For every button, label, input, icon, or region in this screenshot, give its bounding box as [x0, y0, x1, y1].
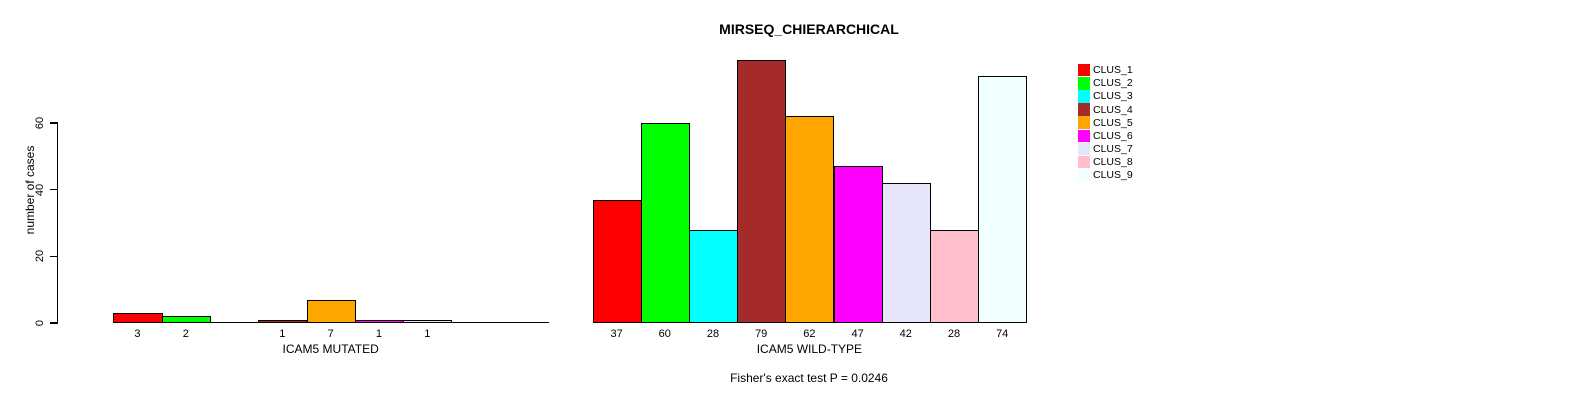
bar-value-label: 37: [610, 328, 623, 340]
legend-swatch-clus_7: [1077, 142, 1090, 156]
bar-value-label: 74: [996, 328, 1009, 340]
bar-clus_7: [881, 183, 931, 323]
legend-swatch-clus_4: [1077, 103, 1090, 116]
bar-value-label: 2: [182, 328, 189, 340]
bar-clus_8-zero: [451, 322, 501, 323]
bar-clus_2: [161, 316, 211, 323]
legend-swatch-clus_6: [1077, 129, 1090, 143]
legend-label-clus_4: CLUS_4: [1093, 103, 1133, 116]
bar-value-label: 1: [375, 328, 382, 340]
bar-clus_9-zero: [499, 322, 549, 323]
legend-label-clus_3: CLUS_3: [1093, 90, 1133, 103]
bar-value-label: 28: [947, 328, 961, 340]
legend-swatch-clus_9: [1077, 168, 1090, 182]
legend-label-clus_5: CLUS_5: [1093, 116, 1133, 129]
y-axis-line: [57, 123, 59, 323]
x-axis-label-group-1: ICAM5 MUTATED: [282, 342, 379, 356]
legend-swatch-clus_2: [1077, 77, 1090, 90]
y-axis-tick: [50, 122, 58, 124]
legend-label-clus_8: CLUS_8: [1093, 156, 1133, 169]
bar-value-label: 7: [327, 328, 334, 340]
bar-clus_4: [737, 59, 787, 323]
legend-label-clus_1: CLUS_1: [1093, 64, 1133, 77]
bar-value-label: 79: [755, 328, 768, 340]
y-axis-tick: [50, 189, 58, 191]
bar-value-label: 47: [851, 328, 864, 340]
bar-value-label: 1: [424, 328, 431, 340]
bar-value-label: 1: [279, 328, 286, 340]
chart-title: MIRSEQ_CHIERARCHICAL: [719, 21, 899, 37]
bar-value-label: 3: [134, 328, 141, 340]
legend-swatch-clus_3: [1077, 90, 1090, 103]
bar-clus_8: [929, 229, 980, 323]
bar-clus_2: [640, 123, 690, 323]
bar-clus_9: [978, 76, 1028, 323]
legend-label-clus_2: CLUS_2: [1093, 77, 1133, 90]
bar-clus_4: [258, 319, 308, 323]
legend-swatch-clus_5: [1077, 116, 1090, 129]
y-axis-tick: [50, 322, 58, 324]
legend-label-clus_7: CLUS_7: [1093, 142, 1133, 155]
legend-label-clus_9: CLUS_9: [1093, 169, 1133, 182]
bar-clus_6: [833, 166, 883, 323]
bar-value-label: 42: [899, 328, 912, 340]
bar-value-label: 62: [803, 328, 816, 340]
y-tick-label: 40: [34, 183, 46, 196]
bar-clus_5: [306, 299, 356, 323]
fisher-test-annotation: Fisher's exact test P = 0.0246: [730, 371, 888, 385]
bar-clus_5: [785, 116, 835, 323]
bar-clus_6: [354, 319, 405, 323]
y-tick-label: 60: [34, 116, 46, 130]
bar-value-label: 28: [706, 328, 720, 340]
y-axis-tick: [50, 255, 58, 257]
bar-clus_3-zero: [209, 322, 260, 323]
legend-swatch-clus_1: [1077, 63, 1090, 77]
legend-swatch-clus_8: [1077, 155, 1090, 169]
legend-label-clus_6: CLUS_6: [1093, 129, 1133, 142]
y-tick-label: 0: [34, 319, 46, 327]
bar-value-label: 60: [658, 328, 671, 340]
x-axis-label-group-2: ICAM5 WILD-TYPE: [756, 342, 863, 356]
bar-clus_7: [403, 319, 453, 323]
y-tick-label: 20: [34, 250, 46, 263]
bar-clus_1: [113, 313, 163, 323]
bar-clus_3: [688, 229, 739, 323]
bar-clus_1: [592, 199, 642, 323]
